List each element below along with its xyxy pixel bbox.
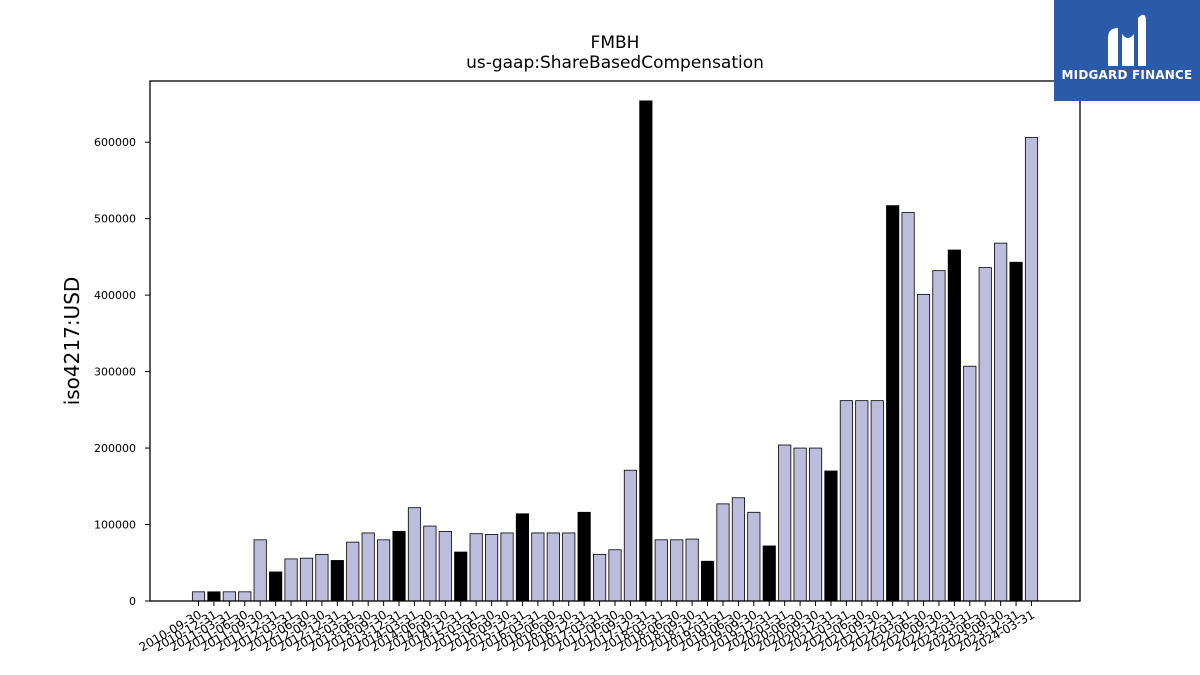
bar	[500, 532, 514, 602]
bar	[423, 525, 437, 602]
bar	[562, 532, 576, 602]
bar	[315, 553, 329, 602]
y-axis-label: iso4217:USD	[60, 277, 84, 406]
y-tick-label: 0	[129, 595, 136, 608]
bar	[685, 538, 699, 602]
bar	[377, 539, 391, 602]
bar	[407, 507, 422, 602]
brand-logo: MIDGARD FINANCE	[1054, 0, 1200, 101]
bar	[593, 553, 607, 602]
bar	[639, 100, 653, 602]
bar	[670, 539, 684, 602]
y-tick-label: 200000	[94, 442, 136, 455]
bar	[238, 591, 252, 602]
bar	[438, 531, 452, 602]
bar	[855, 400, 869, 602]
y-axis: 0 100000 200000 300000 400000 500000 600000	[94, 136, 150, 608]
bar	[269, 571, 283, 602]
bar	[716, 503, 730, 602]
bar	[577, 511, 591, 602]
y-tick-label: 600000	[94, 136, 136, 149]
bar	[330, 560, 344, 602]
bar	[654, 539, 668, 602]
y-tick-label: 500000	[94, 213, 136, 226]
bar	[978, 267, 992, 602]
bar	[392, 531, 406, 602]
bar	[284, 558, 298, 602]
bar	[870, 400, 884, 602]
chart-subtitle: us-gaap:ShareBasedCompensation	[466, 53, 764, 73]
bar	[485, 534, 499, 602]
bar	[994, 242, 1008, 602]
bar	[299, 557, 314, 602]
bar	[546, 532, 560, 602]
bar	[839, 400, 853, 602]
bar	[531, 532, 545, 602]
bar-series	[191, 100, 1039, 602]
bar	[700, 560, 715, 602]
bar	[623, 469, 638, 602]
bar	[932, 270, 946, 602]
bar	[762, 545, 776, 602]
bar	[253, 539, 267, 602]
bar	[191, 591, 206, 602]
bar	[963, 365, 977, 602]
bar	[916, 293, 931, 602]
bar	[824, 470, 838, 602]
logo-mark-icon	[1108, 14, 1146, 67]
bar	[454, 551, 468, 602]
bar	[1009, 261, 1023, 602]
bar	[207, 591, 221, 602]
x-axis: 2010-09-302010-12-312011-03-312011-06-30…	[137, 601, 1037, 654]
bar	[1024, 137, 1039, 602]
bar	[731, 497, 745, 602]
chart-title: FMBH	[591, 33, 640, 53]
bar	[361, 532, 375, 602]
y-tick-label: 400000	[94, 289, 136, 302]
bar	[886, 205, 900, 602]
bar	[515, 513, 530, 602]
bar	[608, 549, 622, 602]
y-tick-label: 100000	[94, 519, 136, 532]
bar	[778, 444, 792, 602]
bar	[793, 447, 807, 602]
bar	[901, 212, 915, 602]
bar	[346, 541, 360, 602]
y-tick-label: 300000	[94, 366, 136, 379]
bar	[222, 591, 236, 602]
logo-text: MIDGARD FINANCE	[1061, 68, 1193, 82]
bar	[747, 511, 761, 602]
bar	[947, 249, 961, 602]
plot-frame	[149, 80, 1081, 602]
bar	[808, 447, 823, 602]
bar	[469, 533, 483, 602]
